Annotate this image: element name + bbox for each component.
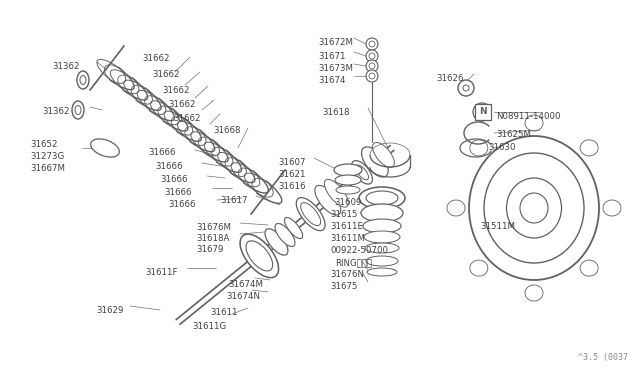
Text: 31607: 31607	[278, 158, 305, 167]
Text: 31662: 31662	[173, 114, 200, 123]
Text: 31273G: 31273G	[30, 152, 64, 161]
Text: 31615: 31615	[330, 210, 358, 219]
Ellipse shape	[367, 268, 397, 276]
Ellipse shape	[72, 101, 84, 119]
Circle shape	[369, 53, 375, 59]
Text: 31626: 31626	[436, 74, 463, 83]
Text: 00922-50700: 00922-50700	[330, 246, 388, 255]
Text: 31662: 31662	[142, 54, 170, 63]
Ellipse shape	[334, 164, 362, 176]
Text: 31611E: 31611E	[330, 222, 363, 231]
Text: 31609: 31609	[334, 198, 362, 207]
Text: 31674N: 31674N	[226, 292, 260, 301]
Ellipse shape	[356, 165, 369, 180]
Ellipse shape	[365, 243, 399, 253]
Ellipse shape	[75, 106, 81, 115]
FancyBboxPatch shape	[475, 104, 491, 120]
Ellipse shape	[275, 224, 295, 247]
Text: 31662: 31662	[152, 70, 179, 79]
Text: 31617: 31617	[220, 196, 248, 205]
Circle shape	[366, 50, 378, 62]
Text: 31611M: 31611M	[330, 234, 365, 243]
Text: 31666: 31666	[155, 162, 182, 171]
Text: 31625M: 31625M	[496, 130, 531, 139]
Circle shape	[369, 41, 375, 47]
Ellipse shape	[315, 185, 340, 215]
Ellipse shape	[285, 218, 303, 238]
Circle shape	[463, 85, 469, 91]
Ellipse shape	[520, 193, 548, 223]
Text: N: N	[479, 108, 487, 116]
Text: 31673M: 31673M	[318, 64, 353, 73]
Text: 31362: 31362	[52, 62, 79, 71]
Text: ^3.5 (0037: ^3.5 (0037	[578, 353, 628, 362]
Text: 31676N: 31676N	[330, 270, 364, 279]
Ellipse shape	[336, 186, 360, 194]
Text: 31611: 31611	[210, 308, 237, 317]
Text: 31671: 31671	[318, 52, 346, 61]
Ellipse shape	[362, 147, 388, 177]
Text: 31666: 31666	[164, 188, 191, 197]
Ellipse shape	[366, 256, 398, 266]
Ellipse shape	[469, 136, 599, 280]
Text: 31666: 31666	[148, 148, 175, 157]
Circle shape	[366, 60, 378, 72]
Text: 31362: 31362	[42, 107, 70, 116]
Text: RINGリング: RINGリング	[335, 258, 372, 267]
Text: 31668: 31668	[213, 126, 241, 135]
Text: N08911-14000: N08911-14000	[496, 112, 561, 121]
Ellipse shape	[366, 191, 398, 205]
Text: 31667M: 31667M	[30, 164, 65, 173]
Ellipse shape	[246, 241, 273, 271]
Ellipse shape	[91, 139, 119, 157]
Text: 31630: 31630	[488, 143, 515, 152]
Ellipse shape	[484, 153, 584, 263]
Ellipse shape	[265, 229, 288, 255]
Text: 31611F: 31611F	[145, 268, 177, 277]
Text: 31618: 31618	[322, 108, 349, 117]
Ellipse shape	[240, 234, 278, 278]
Ellipse shape	[351, 161, 372, 184]
Ellipse shape	[361, 204, 403, 222]
Circle shape	[369, 63, 375, 69]
Text: 31662: 31662	[168, 100, 195, 109]
Text: 31666: 31666	[160, 175, 188, 184]
Ellipse shape	[335, 175, 361, 185]
Ellipse shape	[77, 71, 89, 89]
Ellipse shape	[506, 178, 561, 238]
Ellipse shape	[364, 231, 400, 243]
Text: 31652: 31652	[30, 140, 58, 149]
Ellipse shape	[372, 142, 394, 167]
Text: 31618A: 31618A	[196, 234, 229, 243]
Text: 31511M: 31511M	[480, 222, 515, 231]
Text: 31679: 31679	[196, 245, 223, 254]
Text: 31676M: 31676M	[196, 223, 231, 232]
Ellipse shape	[363, 219, 401, 233]
Circle shape	[366, 70, 378, 82]
Text: 31672M: 31672M	[318, 38, 353, 47]
Text: 31629: 31629	[96, 306, 124, 315]
Text: 31666: 31666	[168, 200, 195, 209]
Text: 31674: 31674	[318, 76, 346, 85]
Text: N: N	[479, 108, 486, 116]
Text: 31621: 31621	[278, 170, 305, 179]
Text: 31611G: 31611G	[192, 322, 227, 331]
Circle shape	[366, 38, 378, 50]
Circle shape	[369, 73, 375, 79]
Ellipse shape	[80, 76, 86, 84]
Ellipse shape	[359, 187, 405, 209]
Text: 31674M: 31674M	[228, 280, 263, 289]
Ellipse shape	[324, 179, 348, 207]
Circle shape	[473, 103, 491, 121]
Text: 31662: 31662	[162, 86, 189, 95]
Text: 31616: 31616	[278, 182, 305, 191]
Ellipse shape	[301, 203, 321, 226]
Ellipse shape	[296, 198, 325, 231]
Text: 31675: 31675	[330, 282, 358, 291]
Circle shape	[458, 80, 474, 96]
